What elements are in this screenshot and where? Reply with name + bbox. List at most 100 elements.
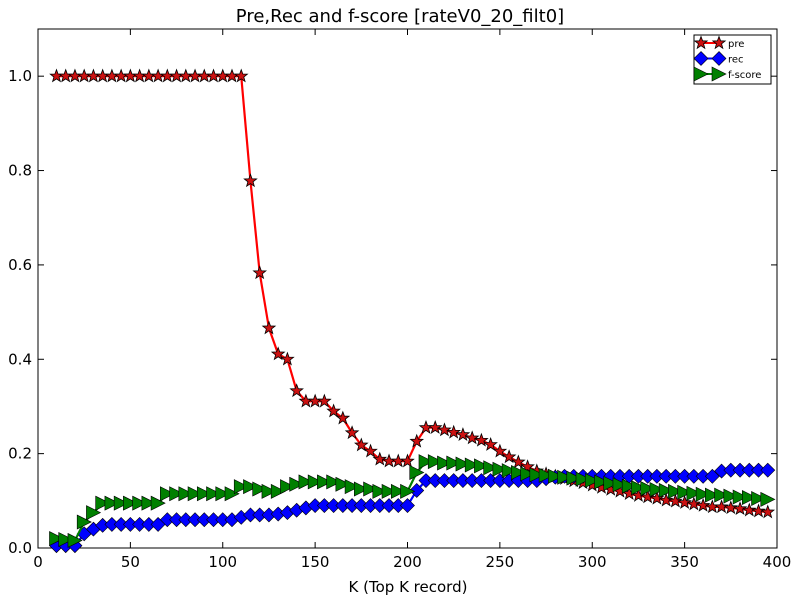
data-point-f-score [631, 480, 647, 496]
data-point-pre [354, 437, 369, 452]
data-point-f-score [584, 473, 600, 489]
data-point-rec [409, 483, 425, 498]
data-point-pre [751, 503, 766, 518]
data-point-f-score [317, 474, 333, 490]
data-point-f-score [49, 531, 65, 547]
legend-marker-rec [693, 51, 709, 66]
data-point-pre [372, 451, 388, 466]
data-point-pre [344, 425, 360, 440]
legend-marker-f-score [711, 66, 727, 82]
data-point-pre [446, 424, 461, 439]
legend-marker-pre [711, 35, 727, 50]
data-point-f-score [280, 479, 296, 495]
data-point-f-score [187, 486, 203, 502]
data-point-pre [501, 449, 517, 464]
data-point-pre [317, 393, 332, 408]
y-tick-label: 0.4 [8, 350, 32, 368]
data-point-rec [400, 498, 415, 513]
data-point-f-score [335, 476, 351, 492]
data-point-f-score [372, 483, 388, 499]
y-tick-label: 0.0 [8, 539, 32, 557]
data-point-f-score [483, 460, 499, 476]
data-point-rec [760, 462, 776, 478]
data-point-pre [233, 68, 249, 83]
data-point-pre [723, 500, 739, 515]
data-point-pre [243, 173, 258, 188]
x-tick-label: 400 [763, 553, 792, 571]
data-point-pre [464, 430, 480, 445]
data-point-pre [289, 383, 304, 398]
data-point-f-score [418, 454, 434, 470]
data-point-f-score [363, 481, 379, 497]
data-point-pre [695, 497, 711, 512]
data-point-f-score [390, 483, 406, 499]
series-f-score [49, 454, 776, 548]
data-point-pre [686, 496, 702, 511]
data-point-pre [437, 422, 452, 437]
data-point-f-score [751, 490, 767, 506]
data-point-pre [520, 459, 535, 474]
data-point-f-score [104, 495, 120, 511]
data-point-f-score [141, 495, 157, 511]
data-point-f-score [261, 483, 277, 499]
data-point-pre [760, 504, 776, 519]
data-point-f-score [658, 482, 674, 498]
data-point-pre [335, 410, 351, 425]
data-point-f-score [677, 484, 693, 500]
x-tick-label: 350 [670, 553, 699, 571]
legend-marker-rec [711, 51, 727, 66]
data-point-pre [677, 495, 692, 509]
data-point-f-score [400, 483, 416, 499]
data-point-f-score [113, 495, 129, 511]
y-tick-label: 0.6 [8, 256, 32, 274]
data-point-f-score [760, 491, 776, 507]
data-point-f-score [76, 514, 92, 530]
data-point-pre [483, 437, 498, 451]
data-point-f-score [427, 454, 443, 470]
legend-label-f-score: f-score [728, 70, 761, 81]
data-point-f-score [354, 481, 369, 497]
data-point-pre [492, 443, 508, 458]
plot-area: 0 50 100 150 200 250 300 350 400 0.0 0.2 0.4 0.6 0.8 1… [8, 28, 792, 571]
data-point-f-score [307, 474, 323, 490]
data-point-f-score [298, 474, 314, 490]
x-tick-label: 200 [393, 553, 422, 571]
data-point-f-score [243, 479, 259, 495]
data-point-pre [511, 454, 526, 469]
data-point-f-score [215, 486, 231, 502]
data-point-f-score [95, 495, 111, 511]
data-point-f-score [150, 495, 166, 511]
data-point-pre [363, 443, 378, 458]
data-point-pre [409, 433, 425, 448]
data-point-f-score [566, 470, 582, 486]
data-point-f-score [538, 467, 554, 483]
data-point-f-score [640, 481, 656, 497]
data-point-f-score [123, 495, 139, 511]
data-point-pre [668, 493, 683, 508]
data-point-f-score [612, 477, 628, 493]
x-tick-label: 150 [301, 553, 330, 571]
x-tick-label: 0 [33, 553, 43, 571]
data-point-pre [714, 499, 729, 514]
data-point-pre [400, 453, 415, 468]
data-point-f-score [668, 483, 684, 499]
data-point-f-score [492, 461, 508, 477]
y-tick-label: 0.2 [8, 445, 32, 463]
data-point-f-score [196, 486, 212, 502]
data-point-f-score [206, 486, 222, 502]
data-point-f-score [464, 457, 480, 473]
data-point-rec [704, 468, 720, 484]
data-point-f-score [409, 465, 425, 480]
data-point-f-score [594, 474, 610, 490]
data-point-f-score [58, 532, 74, 547]
data-point-f-score [169, 486, 185, 502]
data-point-f-score [741, 490, 757, 506]
data-point-f-score [344, 479, 360, 495]
x-tick-label: 50 [121, 553, 140, 571]
data-point-pre [326, 403, 341, 418]
x-tick-label: 250 [486, 553, 515, 571]
data-point-pre [658, 492, 674, 507]
data-point-pre [270, 346, 286, 361]
data-point-f-score [270, 483, 286, 499]
